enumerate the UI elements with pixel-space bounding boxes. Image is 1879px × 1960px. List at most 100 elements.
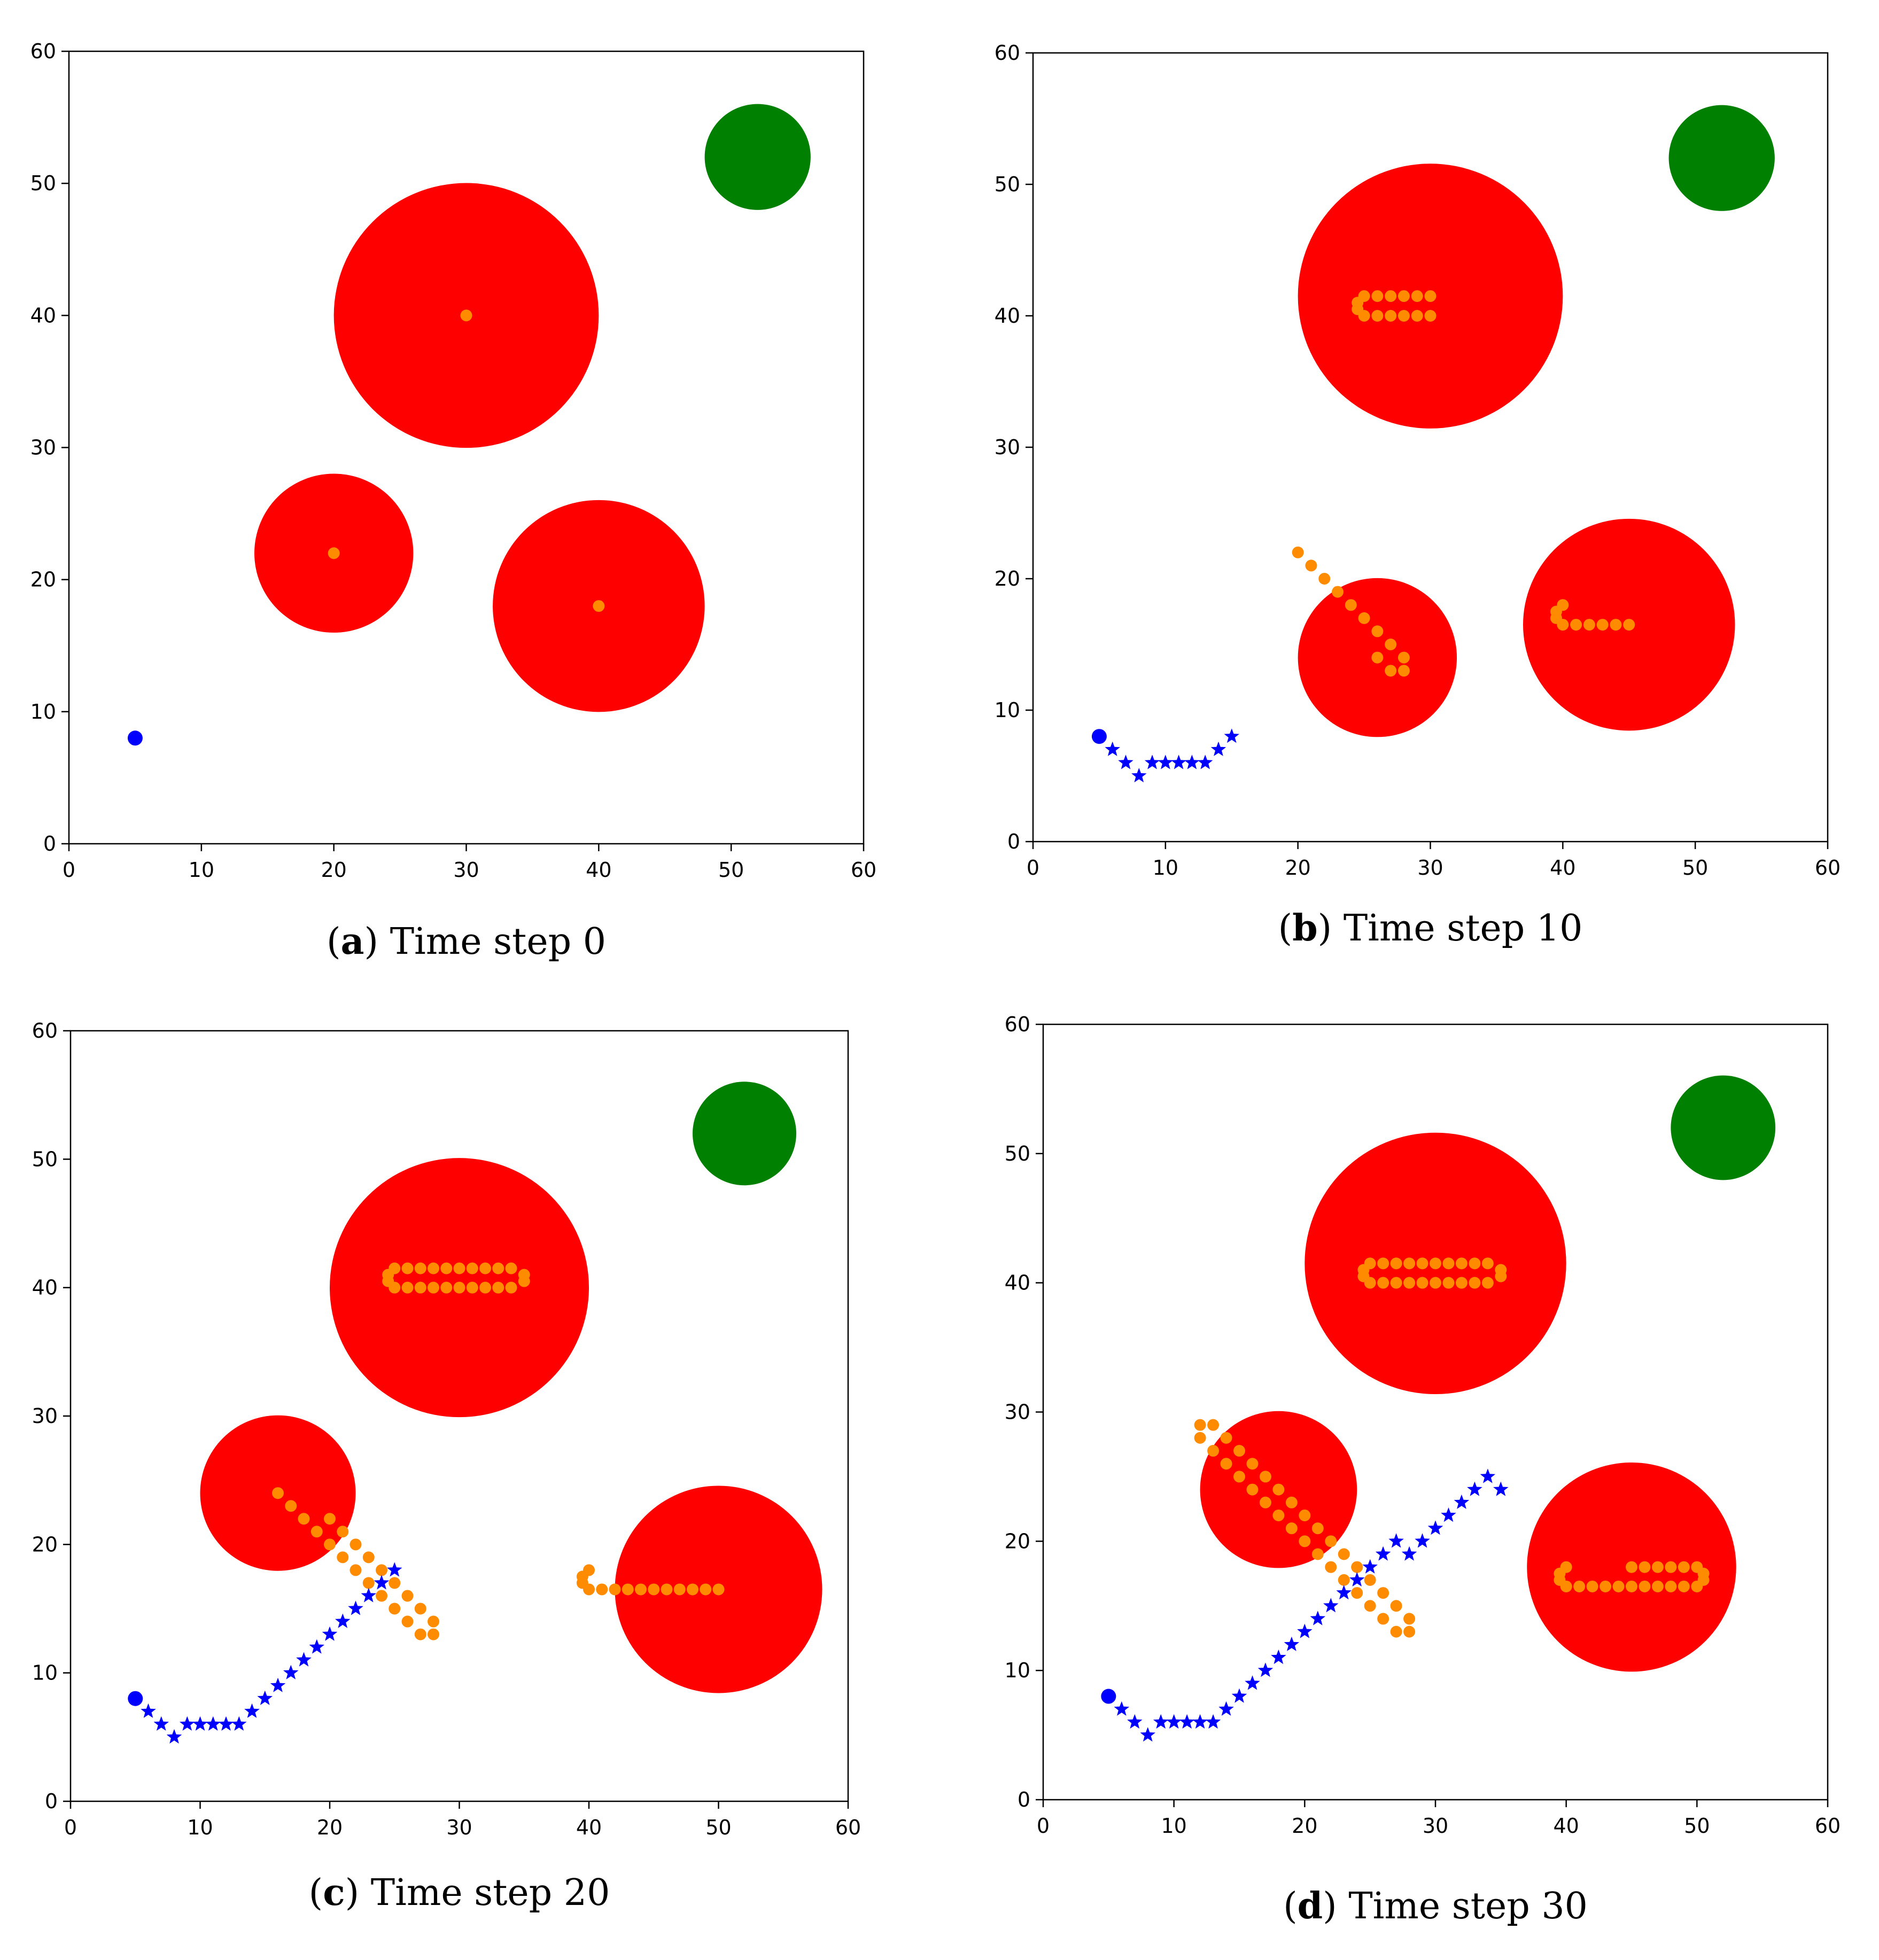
obstacle-trail-point [1338, 1548, 1350, 1560]
obstacle-trail-point [1390, 1257, 1402, 1270]
agent-path-star [374, 1575, 390, 1590]
obstacle-trail-point [1430, 1277, 1441, 1289]
obstacle-trail-point [1299, 1509, 1311, 1521]
obstacle-trail-point [285, 1500, 297, 1512]
obstacle-trail-point [1246, 1458, 1259, 1470]
obstacle-trail-point [1311, 1522, 1324, 1535]
x-tick-label: 60 [851, 858, 876, 882]
y-tick-label: 0 [1018, 1788, 1030, 1811]
obstacle-trail-point [272, 1487, 284, 1499]
agent-path-star [257, 1690, 273, 1705]
obstacle-trail-point [460, 309, 472, 322]
agent-path-star [1245, 1675, 1260, 1690]
agent-path-star [1224, 728, 1239, 743]
agent-path-star [205, 1716, 221, 1731]
x-tick-label: 60 [1815, 856, 1841, 880]
agent-path-star [166, 1729, 182, 1744]
obstacle-trail-point [1586, 1580, 1598, 1592]
obstacle-trail-point [1481, 1277, 1494, 1289]
x-tick-label: 40 [1550, 856, 1575, 880]
y-tick-label: 20 [1005, 1529, 1030, 1553]
agent-path-star [1127, 1714, 1143, 1729]
x-tick-label: 50 [1684, 1814, 1710, 1838]
obstacle-trail-point [401, 1590, 414, 1602]
agent-path-star [1415, 1533, 1430, 1548]
obstacle-trail-point [1678, 1580, 1690, 1592]
panel-c: 0 10 20 30 40 50 60 0 10 20 30 40 50 60 (c) Time step … [32, 1019, 861, 1914]
obstacle-trail-point [453, 1281, 465, 1294]
subplot-caption: (b) Time step 10 [1278, 907, 1583, 950]
agent-path-star [1480, 1468, 1496, 1483]
obstacle-trail-point [1345, 599, 1357, 611]
y-tick-label: 20 [995, 567, 1020, 590]
obstacle-trail-point [1560, 1580, 1572, 1592]
y-tick-label: 0 [43, 832, 56, 855]
obstacle-trail-point [414, 1628, 426, 1640]
obstacle-trail-point [1416, 1257, 1428, 1270]
x-tick-label: 40 [1553, 1814, 1579, 1838]
agent-path-star [270, 1677, 286, 1692]
obstacle-trail-point [1220, 1458, 1232, 1470]
obstacle-trail-point [1495, 1264, 1507, 1276]
agent-path-star [153, 1716, 169, 1731]
obstacle-trail-point [1351, 1561, 1363, 1573]
x-tick-label: 10 [1161, 1814, 1186, 1838]
goal-circle [1671, 1075, 1776, 1180]
obstacle-trail-point [1351, 1587, 1363, 1599]
obstacle-trail-point [1570, 619, 1582, 631]
agent-path-star [296, 1652, 312, 1667]
obstacle-trail-point [401, 1615, 414, 1628]
obstacle-trail-point [1377, 1587, 1389, 1599]
obstacle-trail-point [1403, 1257, 1416, 1270]
y-tick-label: 60 [1005, 1013, 1030, 1036]
agent-path-star [1210, 741, 1226, 756]
obstacle-trail-point [1678, 1561, 1690, 1573]
agent-path-star [1427, 1520, 1443, 1535]
obstacle-trail-point [324, 1513, 336, 1525]
caption-title: Time step 30 [1348, 1885, 1588, 1927]
agent-path-star [1192, 1714, 1208, 1729]
agent-path-star [1467, 1481, 1482, 1496]
agent-path-star [1271, 1650, 1286, 1665]
agent-path-star [1205, 1714, 1221, 1729]
obstacle-trail-point [492, 1281, 504, 1294]
caption-paren-close: ) [364, 921, 390, 963]
agent-path-star [309, 1639, 324, 1654]
y-tick-label: 30 [30, 436, 56, 460]
y-tick-label: 50 [1005, 1142, 1030, 1165]
obstacle-trail-point [1397, 310, 1410, 322]
obstacle-trail-point [1385, 639, 1397, 650]
obstacle-trail-point [428, 1262, 439, 1274]
obstacle-trail-point [661, 1583, 673, 1596]
caption-paren-open: ( [1283, 1885, 1298, 1927]
obstacle-trail-point [453, 1262, 465, 1274]
obstacle-trail-point [440, 1262, 453, 1274]
agent-path-star [1166, 1714, 1182, 1729]
obstacle-trail-point [479, 1262, 491, 1274]
x-tick-label: 40 [576, 1816, 602, 1839]
y-tick-label: 40 [30, 304, 56, 327]
obstacle-trail-point [648, 1583, 660, 1596]
agent-path-star [141, 1703, 156, 1718]
obstacle-trail-point [466, 1281, 478, 1294]
obstacle-trail-point [1403, 1625, 1416, 1638]
obstacle-trail-point [1305, 559, 1317, 572]
obstacle-trail-point [362, 1551, 375, 1564]
obstacle-trail-point [1651, 1580, 1664, 1592]
agent-path-star [1105, 741, 1120, 756]
y-tick-label: 30 [995, 435, 1020, 459]
obstacle-trail-point [1390, 1277, 1402, 1289]
goal-circle [693, 1082, 796, 1186]
obstacle-trail-point [1299, 1535, 1311, 1547]
subplot-caption: (d) Time step 30 [1283, 1885, 1588, 1927]
agent-path-star [1114, 1701, 1130, 1716]
obstacle-trail-point [1285, 1522, 1298, 1535]
x-tick-label: 20 [1285, 856, 1310, 880]
obstacle-trail-point [1403, 1277, 1416, 1289]
caption-paren-open: ( [1278, 907, 1293, 950]
caption-paren-open: ( [309, 1872, 323, 1914]
x-tick-label: 50 [705, 1816, 731, 1839]
obstacle-trail-point [1455, 1257, 1468, 1270]
y-tick-label: 0 [45, 1790, 58, 1813]
